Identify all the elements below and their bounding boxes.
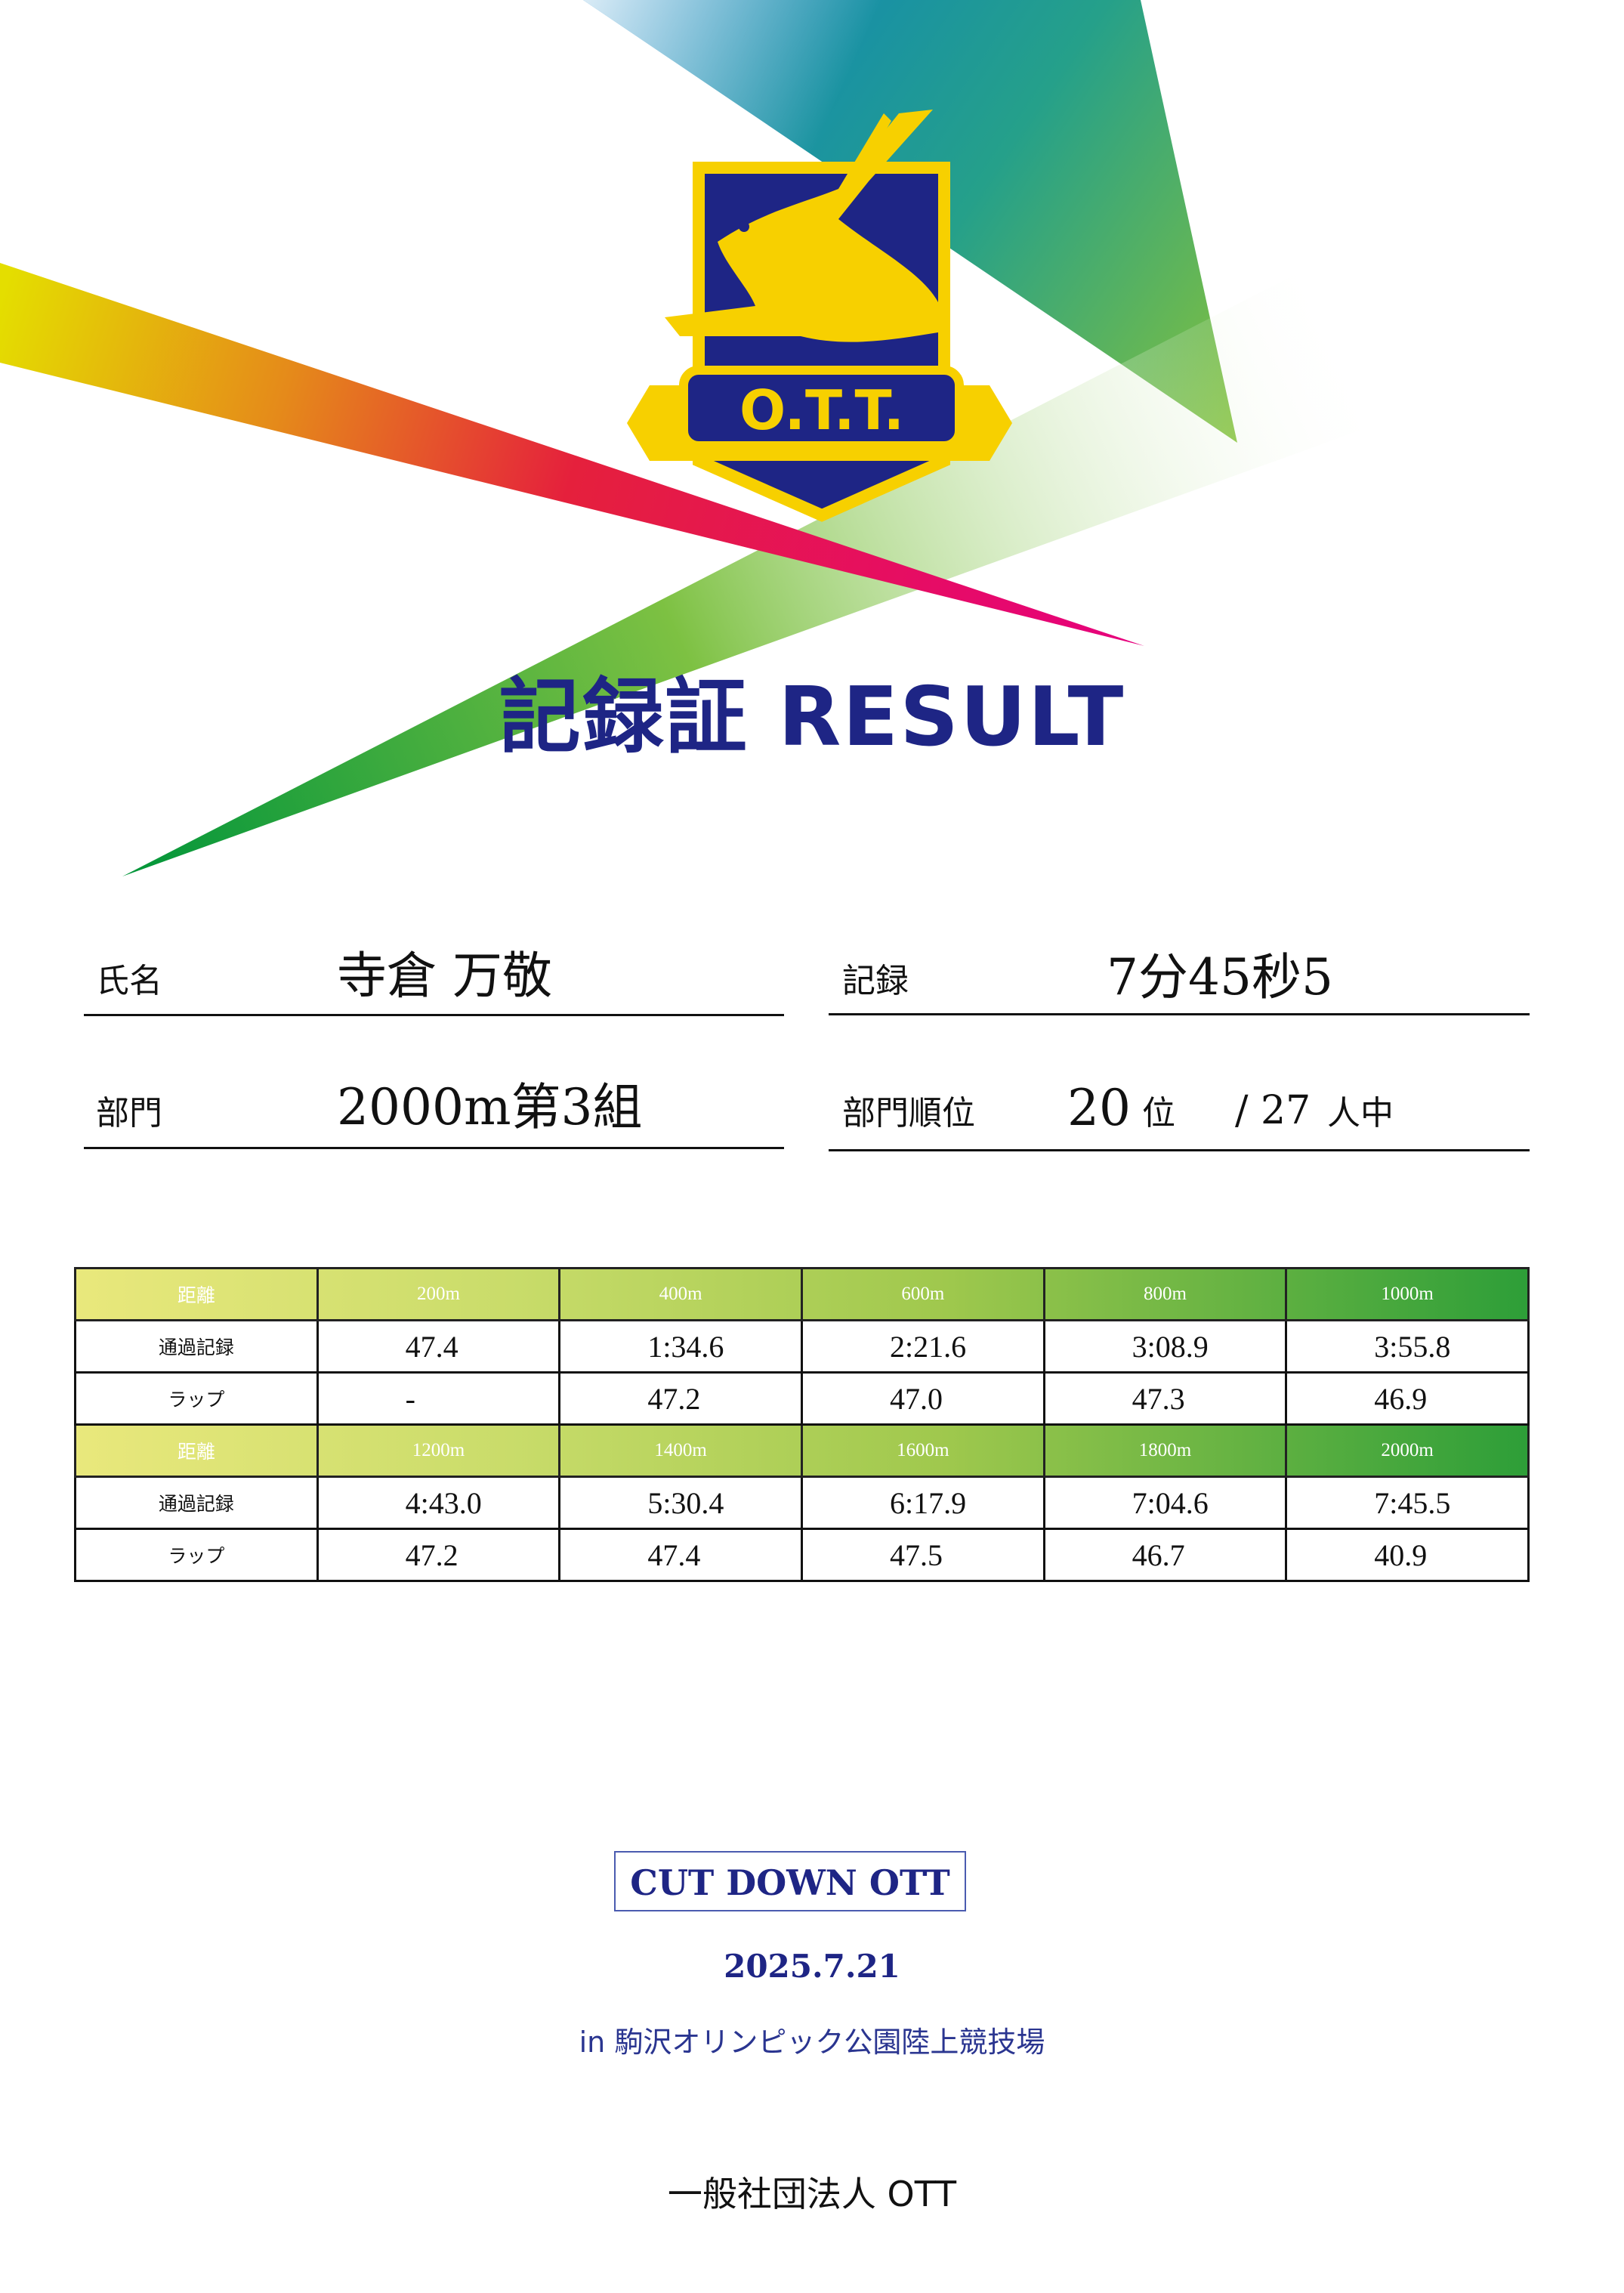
rank-unit: 位	[1142, 1094, 1175, 1133]
pass-time-row-cell: 3:55.8	[1285, 1319, 1530, 1374]
distance-header-row-cell: 400m	[558, 1267, 803, 1321]
svg-text:O.T.T.: O.T.T.	[739, 379, 904, 442]
distance-header-row-cell: 1000m	[1285, 1267, 1530, 1321]
green-streak	[122, 257, 1360, 876]
record-underline	[829, 1013, 1530, 1015]
distance-header-row: 距離 1200m 1400m 1600m 1800m 2000m	[74, 1423, 1530, 1478]
lap-time-row: ラップ 47.2 47.4 47.5 46.7 40.9	[74, 1528, 1530, 1582]
ott-logo: O.T.T.	[627, 110, 1012, 522]
pass-time-row: 通過記録 4:43.0 5:30.4 6:17.9 7:04.6 7:45.5	[74, 1476, 1530, 1530]
distance-header-row-cell: 1600m	[800, 1423, 1045, 1478]
rank-total-unit: 人中	[1327, 1094, 1394, 1133]
pass-time-row-cell: 6:17.9	[800, 1476, 1045, 1530]
record-value: 7分45秒5	[1107, 948, 1333, 1006]
lap-time-row-label: ラップ	[74, 1371, 319, 1426]
split-times-table: 距離 200m 400m 600m 800m 1000m 通過記録 47.4 1:34.6 2:2…	[74, 1267, 1530, 1582]
name-label: 氏名	[96, 962, 162, 1000]
division-value: 2000m第3組	[337, 1078, 643, 1136]
lap-time-row-cell: 46.9	[1285, 1371, 1530, 1426]
lap-time-row: ラップ -47.2 47.0 47.3 46.9	[74, 1371, 1530, 1426]
event-name-box: CUT DOWN OTT	[614, 1851, 966, 1911]
pass-time-row-cell: 7:45.5	[1285, 1476, 1530, 1530]
distance-header-row-label: 距離	[74, 1423, 319, 1478]
division-label: 部門	[96, 1094, 162, 1133]
distance-header-row-label: 距離	[74, 1267, 319, 1321]
distance-header-row-cell: 2000m	[1285, 1423, 1530, 1478]
lap-time-row-cell: 46.7	[1042, 1528, 1288, 1582]
lap-time-row-cell: 47.2	[316, 1528, 561, 1582]
distance-header-row-cell: 1400m	[558, 1423, 803, 1478]
lap-time-row-cell: 47.2	[558, 1371, 803, 1426]
pass-time-row-cell: 7:04.6	[1042, 1476, 1288, 1530]
lap-time-row-cell: 47.4	[558, 1528, 803, 1582]
pass-time-row-cell: 1:34.6	[558, 1319, 803, 1374]
division-underline	[84, 1147, 784, 1149]
distance-header-row: 距離 200m 400m 600m 800m 1000m	[74, 1267, 1530, 1321]
distance-header-row-cell: 800m	[1042, 1267, 1288, 1321]
pass-time-row-cell: 4:43.0	[316, 1476, 561, 1530]
lap-time-row-cell: 47.0	[800, 1371, 1045, 1426]
distance-header-row-cell: 1200m	[316, 1423, 561, 1478]
name-value: 寺倉 万敬	[337, 947, 552, 1005]
event-venue: in 駒沢オリンピック公園陸上競技場	[579, 2026, 1045, 2059]
lap-time-row-cell: 40.9	[1285, 1528, 1530, 1582]
distance-header-row-cell: 600m	[800, 1267, 1045, 1321]
pass-time-row: 通過記録 47.4 1:34.6 2:21.6 3:08.9 3:55.8	[74, 1319, 1530, 1374]
yellow-red-streak	[0, 263, 1144, 646]
pass-time-row-label: 通過記録	[74, 1319, 319, 1374]
pass-time-row-cell: 47.4	[316, 1319, 561, 1374]
page-title: 記録証 RESULT	[499, 670, 1125, 765]
lap-time-row-label: ラップ	[74, 1528, 319, 1582]
rank-total: / 27	[1235, 1088, 1311, 1133]
lap-time-row-cell: 47.5	[800, 1528, 1045, 1582]
pass-time-row-cell: 3:08.9	[1042, 1319, 1288, 1374]
pass-time-row-cell: 2:21.6	[800, 1319, 1045, 1374]
distance-header-row-cell: 1800m	[1042, 1423, 1288, 1478]
lap-time-row-cell: 47.3	[1042, 1371, 1288, 1426]
lap-time-row-cell: -	[316, 1371, 561, 1426]
distance-header-row-cell: 200m	[316, 1267, 561, 1321]
pass-time-row-cell: 5:30.4	[558, 1476, 803, 1530]
pass-time-row-label: 通過記録	[74, 1476, 319, 1530]
rank-underline	[829, 1149, 1530, 1151]
event-date: 2025.7.21	[724, 1948, 900, 1985]
rank-value: 20	[1067, 1079, 1131, 1137]
name-underline	[84, 1014, 784, 1016]
organizer: 一般社団法人 OTT	[667, 2174, 957, 2214]
record-label: 記録	[842, 962, 909, 1000]
rank-label: 部門順位	[842, 1094, 975, 1133]
